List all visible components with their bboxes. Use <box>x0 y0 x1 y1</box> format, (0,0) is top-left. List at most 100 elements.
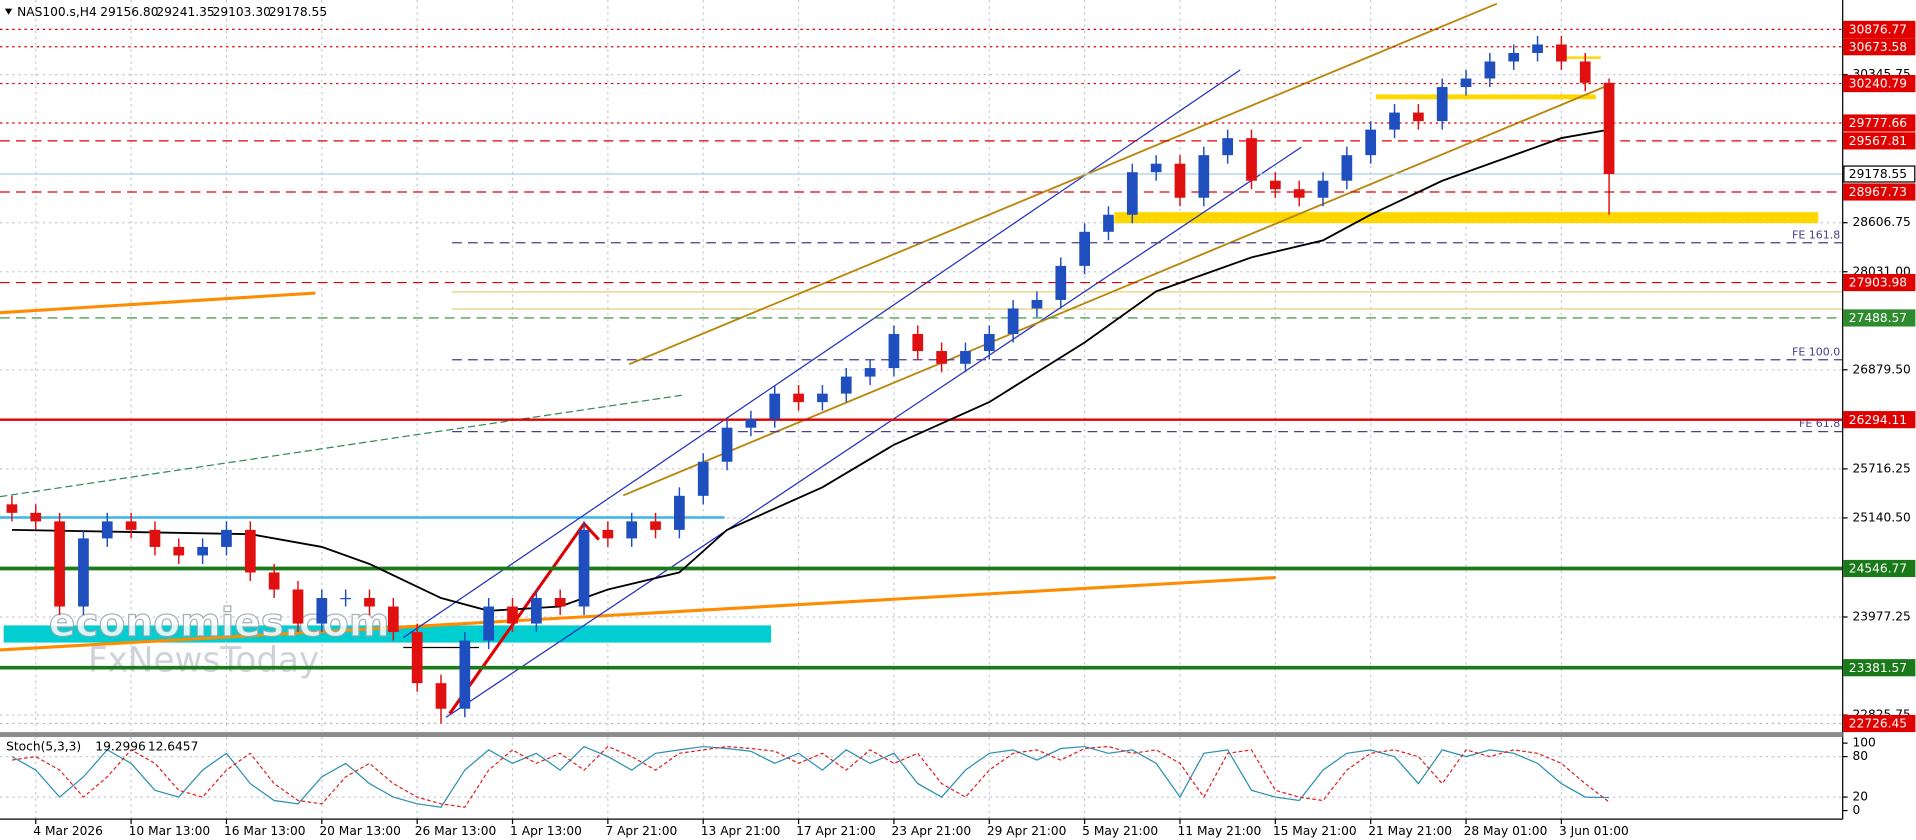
candle-body <box>1508 52 1520 62</box>
candle-body <box>1556 44 1567 62</box>
candle-body <box>1603 82 1615 175</box>
level-label-box <box>1843 714 1916 733</box>
candle-body <box>1579 61 1591 83</box>
candle-body <box>149 529 161 547</box>
candle-body <box>745 419 757 428</box>
quote-low: 29103.30 <box>213 5 271 19</box>
level-label-box <box>1843 559 1916 578</box>
x-tick-label: 13 Apr 21:00 <box>701 824 781 838</box>
y-tick-label: 80 <box>1852 749 1868 763</box>
candle-body <box>554 598 566 607</box>
candle-body <box>459 640 471 709</box>
candle-body <box>1317 180 1329 198</box>
axes: 4 Mar 2026 10 Mar 13:00 16 Mar 13:00 20 Mar… <box>33 20 1916 838</box>
level-label: 27903.98 <box>1849 276 1907 290</box>
indicator-main-value: 19.2996 <box>95 739 146 753</box>
stoch-signal <box>11 745 1610 808</box>
resistance-zone <box>1564 56 1601 59</box>
candle-body <box>936 351 947 364</box>
channel-line <box>402 69 1241 639</box>
x-tick-label: 4 Mar 2026 <box>33 824 103 838</box>
candle-body <box>292 589 304 624</box>
level-label: 23381.57 <box>1849 661 1907 675</box>
level-label: 30673.58 <box>1849 40 1907 54</box>
candle-body <box>1007 308 1019 335</box>
candle-body <box>602 529 614 539</box>
candle-body <box>197 546 208 556</box>
fib-label: FE 161.8 <box>1792 228 1840 241</box>
candle-body <box>650 521 661 530</box>
candle-body <box>864 368 876 377</box>
x-tick-label: 16 Mar 13:00 <box>224 824 306 838</box>
candle-body <box>340 598 352 600</box>
candle-body <box>221 529 232 547</box>
candle-body <box>626 521 638 539</box>
candle-body <box>578 529 590 607</box>
level-label: 30240.79 <box>1849 77 1907 91</box>
panel-separator <box>0 732 1843 737</box>
stoch-main <box>11 745 1610 808</box>
level-label: 29777.66 <box>1849 116 1907 130</box>
candle-body <box>1150 163 1162 173</box>
candle-body <box>1269 180 1281 190</box>
candle-body <box>78 538 89 607</box>
candle-body <box>101 521 113 539</box>
indicator-signal-value: 12.6457 <box>148 739 199 753</box>
y-tick-label: 26879.50 <box>1852 362 1910 376</box>
candle-body <box>1222 138 1234 156</box>
moving-average <box>11 128 1610 612</box>
candle-body <box>1174 163 1186 198</box>
x-tick-label: 1 Apr 13:00 <box>510 824 582 838</box>
candle-body <box>364 598 375 607</box>
candle-body <box>1341 155 1353 181</box>
candle-body <box>1103 214 1114 232</box>
level-label-box <box>1843 659 1916 677</box>
x-tick-label: 15 May 21:00 <box>1273 824 1357 838</box>
level-label-box <box>1843 309 1916 327</box>
level-label-box <box>1843 74 1916 93</box>
y-tick-label: 20 <box>1852 790 1868 804</box>
x-tick-label: 3 Jun 01:00 <box>1559 824 1629 838</box>
candle-body <box>1365 129 1377 156</box>
level-label-box <box>1843 20 1916 38</box>
support-zone <box>1114 212 1819 224</box>
candle-body <box>1293 189 1305 198</box>
candle-body <box>1079 231 1090 266</box>
resistance-zone <box>1375 94 1596 100</box>
candle-body <box>1484 61 1496 79</box>
quote-close: 29178.55 <box>269 5 327 19</box>
fib-label: FE 100.0 <box>1792 345 1840 358</box>
level-label: 28967.73 <box>1849 185 1907 199</box>
level-label: 30876.77 <box>1849 23 1907 37</box>
candle-body <box>1055 265 1067 300</box>
level-label: 22726.45 <box>1849 717 1907 731</box>
x-tick-label: 23 Apr 21:00 <box>891 824 971 838</box>
x-tick-label: 11 May 21:00 <box>1178 824 1262 838</box>
candle-body <box>912 334 924 352</box>
drawings: economies.com FxNewsToday <box>0 2 1843 718</box>
x-tick-label: 5 May 21:00 <box>1082 824 1158 838</box>
x-tick-label: 20 Mar 13:00 <box>319 824 401 838</box>
candle-body <box>483 606 495 641</box>
quote-open: 29156.80 <box>100 5 158 19</box>
watermark: FxNewsToday <box>88 641 319 681</box>
candle-body <box>1031 299 1043 309</box>
candle-body <box>6 504 18 513</box>
candle-body <box>817 393 828 403</box>
watermark: economies.com <box>49 601 390 646</box>
candle-body <box>721 427 733 462</box>
symbol-icon <box>4 8 13 15</box>
plot: FE 161.8FE 100.0FE 61.8 <box>0 28 1843 808</box>
y-tick-label: 0 <box>1852 803 1860 817</box>
trend-line <box>0 291 316 315</box>
channel-line <box>622 84 1608 497</box>
candle-body <box>1460 78 1472 88</box>
candle-body <box>387 606 399 633</box>
level-label: 27488.57 <box>1849 311 1907 325</box>
candle-body <box>983 334 995 352</box>
y-tick-label: 28606.75 <box>1852 215 1910 229</box>
x-tick-label: 10 Mar 13:00 <box>129 824 211 838</box>
y-tick-label: 100 <box>1852 736 1875 750</box>
candle-body <box>1198 155 1210 198</box>
candle-body <box>435 683 447 709</box>
